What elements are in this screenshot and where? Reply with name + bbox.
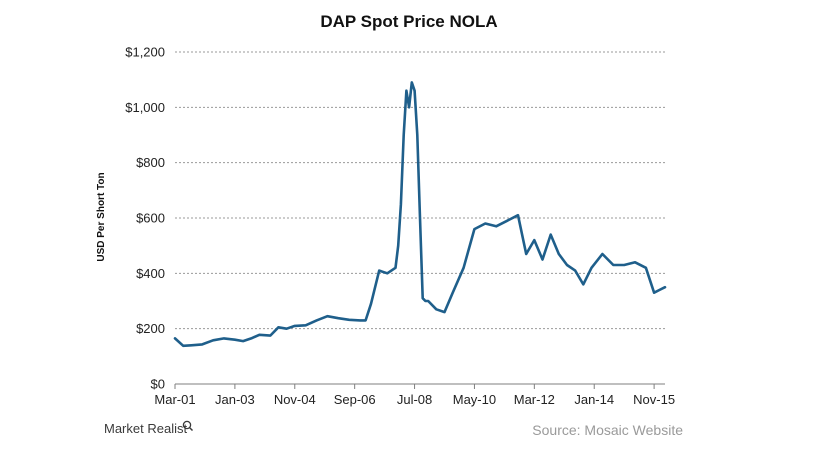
magnifier-icon — [182, 420, 192, 430]
series-line — [173, 81, 667, 348]
x-tick-label: Mar-12 — [514, 392, 555, 407]
y-tick-label: $400 — [136, 266, 165, 281]
y-tick-label: $0 — [151, 377, 165, 392]
x-tick-label: Nov-15 — [633, 392, 675, 407]
y-tick-label: $1,200 — [125, 45, 165, 60]
x-tick-label: Mar-01 — [154, 392, 195, 407]
x-tick-label: Nov-04 — [274, 392, 316, 407]
y-tick-labels: $0 $200 $400 $600 $800 $1,000 $1,200 — [125, 45, 165, 392]
x-tick-label: Sep-06 — [334, 392, 376, 407]
chart-title: DAP Spot Price NOLA — [320, 12, 497, 31]
source-note: Source: Mosaic Website — [532, 422, 683, 438]
brand-logo: Market Realist — [104, 420, 194, 436]
magnifier-handle-icon — [189, 427, 194, 432]
y-tick-label: $1,000 — [125, 100, 165, 115]
x-tick-label: Jan-03 — [215, 392, 255, 407]
y-axis-label: USD Per Short Ton — [96, 172, 107, 261]
y-tick-label: $200 — [136, 321, 165, 336]
x-tick-label: Jan-14 — [574, 392, 614, 407]
y-tick-label: $800 — [136, 155, 165, 170]
x-tick-label: Jul-08 — [397, 392, 432, 407]
x-tick-label: May-10 — [453, 392, 496, 407]
brand-text: Market Realist — [104, 421, 187, 436]
y-tick-label: $600 — [136, 211, 165, 226]
x-tick-labels: Mar-01 Jan-03 Nov-04 Sep-06 Jul-08 May-10 Mar-… — [154, 384, 675, 407]
